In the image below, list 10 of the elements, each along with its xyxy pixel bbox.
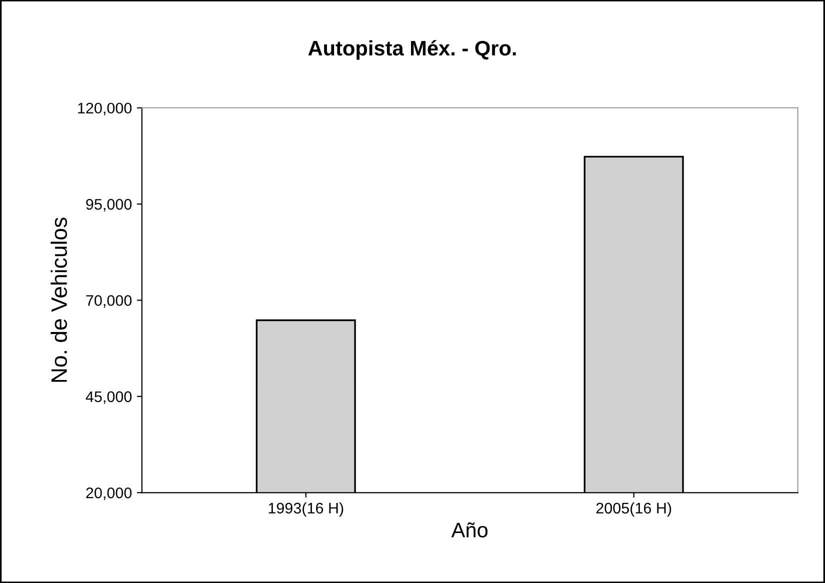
x-tick-label: 2005(16 H) bbox=[596, 502, 672, 517]
y-tick-label: 95,000 bbox=[86, 198, 132, 212]
y-axis-title: No. de Vehiculos bbox=[50, 218, 68, 382]
y-tick-label: 20,000 bbox=[86, 488, 132, 500]
x-axis-title: Año bbox=[451, 522, 488, 538]
chart-title: Autopista Méx. - Qro. bbox=[308, 40, 516, 60]
y-tick-label: 70,000 bbox=[86, 295, 132, 308]
x-tick-label: 1993(16 H) bbox=[268, 502, 344, 517]
y-tick-label: 120,000 bbox=[78, 102, 132, 116]
y-tick-label: 45,000 bbox=[86, 391, 132, 404]
